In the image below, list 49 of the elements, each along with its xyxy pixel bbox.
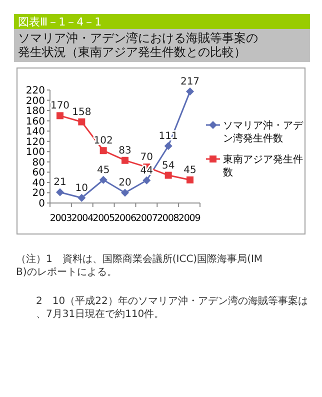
data-label: 70 bbox=[140, 152, 154, 164]
data-label: 45 bbox=[96, 164, 110, 176]
x-tick-label: 2009 bbox=[178, 213, 201, 224]
y-tick-label: 100 bbox=[26, 147, 45, 158]
text: （注）1 資料は、国際商業会議所(ICC)国際海事局(IMB)のレポートによる。 bbox=[16, 253, 263, 278]
data-label: 45 bbox=[184, 164, 196, 176]
point bbox=[186, 176, 194, 184]
text: 2 10（平成22）年のソマリア沖・アデン湾の海賊等事案は、7月31日現在で約110件。 bbox=[36, 295, 308, 320]
point bbox=[78, 118, 86, 126]
x-tick-label: 2004 bbox=[71, 213, 94, 224]
point bbox=[122, 156, 128, 164]
y-tick-label: 120 bbox=[26, 136, 45, 148]
data-label: 20 bbox=[118, 178, 132, 189]
point bbox=[164, 142, 172, 150]
x-tick-label: 2003 bbox=[50, 213, 72, 224]
point bbox=[78, 194, 86, 202]
data-label: 217 bbox=[180, 76, 200, 88]
data-label: 158 bbox=[72, 106, 92, 118]
x-tick-label: 2006 bbox=[114, 213, 136, 224]
y-tick-label: 60 bbox=[32, 168, 45, 179]
point bbox=[164, 172, 172, 179]
y-tick-label: 200 bbox=[26, 96, 45, 107]
y-tick-label: 180 bbox=[26, 106, 45, 118]
point bbox=[56, 112, 64, 120]
data-label: 54 bbox=[162, 160, 175, 172]
data-label: 10 bbox=[75, 182, 88, 194]
y-tick-label: 0 bbox=[38, 198, 45, 210]
x-tick-label: 2005 bbox=[92, 213, 116, 224]
y-tick-label: 220 bbox=[26, 86, 45, 96]
chart-title: 図表Ⅲ－1－4－1 bbox=[18, 16, 102, 28]
y-tick-label: 160 bbox=[26, 116, 45, 128]
chart-subtitle: ソマリア沖・アデン湾における海賊等事案の発生状況（東南アジア発生件数との比較） bbox=[18, 31, 258, 59]
data-label: 21 bbox=[54, 177, 66, 188]
point bbox=[100, 147, 107, 154]
point bbox=[99, 176, 108, 184]
point bbox=[142, 176, 151, 184]
legend-label: ソマリア沖・アデン湾発生件数 bbox=[223, 120, 304, 144]
y-tick-label: 80 bbox=[32, 157, 45, 168]
x-tick-label: 2007 bbox=[136, 213, 158, 224]
y-tick-label: 20 bbox=[32, 188, 45, 200]
point bbox=[186, 88, 194, 96]
y-tick-label: 40 bbox=[32, 178, 45, 189]
y-tick-label: 140 bbox=[26, 126, 45, 138]
x-tick-label: 2008 bbox=[156, 213, 180, 224]
data-label: 170 bbox=[50, 100, 70, 112]
data-label: 83 bbox=[118, 145, 132, 156]
point bbox=[121, 188, 129, 197]
point bbox=[56, 188, 64, 196]
legend-label: 東南アジア発生件数 bbox=[223, 154, 303, 178]
